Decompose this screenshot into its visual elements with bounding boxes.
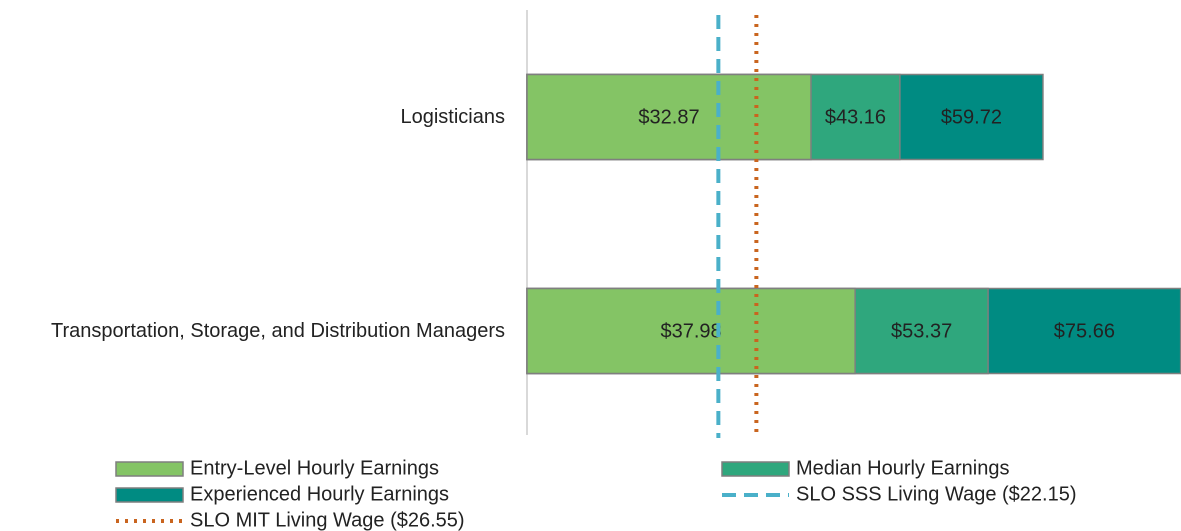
value-label: $53.37 <box>891 320 952 342</box>
bar <box>526 73 812 161</box>
value-label: $32.87 <box>638 106 699 128</box>
legend-label: Experienced Hourly Earnings <box>190 483 449 505</box>
legend-label: SLO SSS Living Wage ($22.15) <box>796 483 1077 505</box>
category-label: Transportation, Storage, and Distributio… <box>51 320 505 342</box>
legend-label: SLO MIT Living Wage ($26.55) <box>190 509 465 531</box>
legend-swatch <box>115 461 184 477</box>
legend-label: Median Hourly Earnings <box>796 457 1009 479</box>
category-label: Logisticians <box>400 106 505 128</box>
value-label: $59.72 <box>941 106 1002 128</box>
legend-swatch <box>721 461 790 477</box>
legend-swatch <box>115 487 184 503</box>
bar <box>526 287 856 375</box>
value-label: $43.16 <box>825 106 886 128</box>
legend-label: Entry-Level Hourly Earnings <box>190 457 439 479</box>
value-label: $75.66 <box>1054 320 1115 342</box>
value-label: $37.98 <box>660 320 721 342</box>
